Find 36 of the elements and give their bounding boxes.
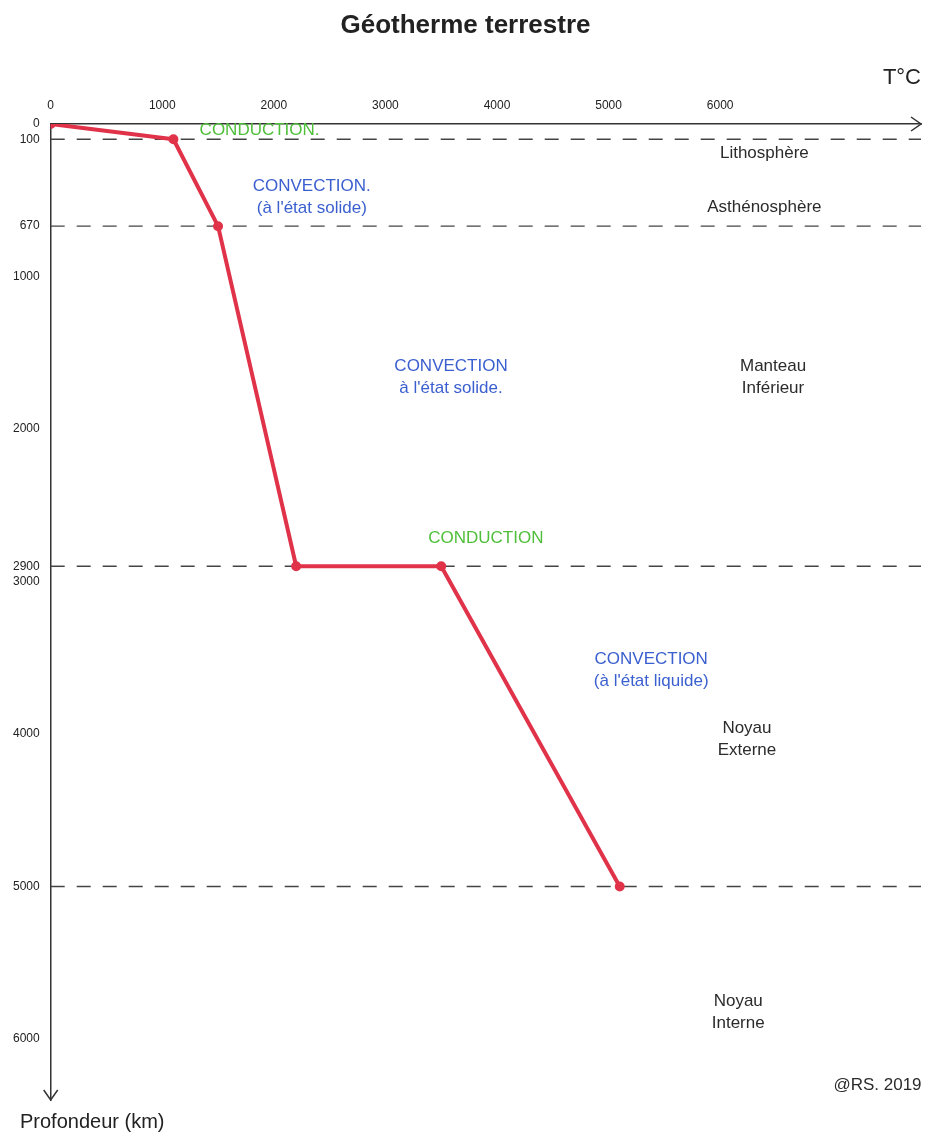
y-tick-label: 2000 xyxy=(12,421,41,436)
y-axis-title: Profondeur (km) xyxy=(20,1109,165,1132)
point xyxy=(436,561,447,572)
point xyxy=(168,134,179,145)
y-tick-label: 6000 xyxy=(12,1031,41,1046)
x-tick-label: 0 xyxy=(47,98,55,113)
annotation: Asthénosphère xyxy=(707,196,822,216)
x-tick-label: 4000 xyxy=(483,98,511,113)
y-tick-label: 100 xyxy=(19,131,41,146)
y-tick-label: 5000 xyxy=(12,878,41,893)
annotation: CONVECTION à l'état solide. xyxy=(394,356,508,398)
x-tick-label: 2000 xyxy=(260,98,288,113)
x-tick-label: 6000 xyxy=(706,98,734,113)
y-tick-label: 3000 xyxy=(12,573,41,588)
annotation: Noyau Externe xyxy=(717,717,777,759)
y-tick-label: 1000 xyxy=(12,268,41,283)
annotation: @RS. 2019 xyxy=(833,1075,922,1095)
x-tick-label: 5000 xyxy=(595,98,623,113)
annotation: Noyau Interne xyxy=(711,990,765,1032)
point xyxy=(213,221,224,232)
y-tick-label: 0 xyxy=(33,116,41,131)
annotation: Lithosphère xyxy=(719,142,809,162)
annotation: CONVECTION. (à l'état solide) xyxy=(252,175,371,217)
annotation: Manteau Inférieur xyxy=(739,356,807,398)
chart-title: Géotherme terrestre xyxy=(340,8,591,39)
annotation: CONDUCTION. xyxy=(199,119,320,139)
y-tick-label: 4000 xyxy=(12,726,41,741)
annotation: CONVECTION (à l'état liquide) xyxy=(593,649,709,691)
point xyxy=(614,881,625,892)
x-tick-label: 1000 xyxy=(148,98,176,113)
x-axis-title: T°C xyxy=(882,64,922,90)
point xyxy=(291,561,302,572)
y-tick-label: 670 xyxy=(19,218,41,233)
x-tick-label: 3000 xyxy=(372,98,400,113)
y-tick-label: 2900 xyxy=(12,558,41,573)
annotation: CONDUCTION xyxy=(428,528,544,548)
